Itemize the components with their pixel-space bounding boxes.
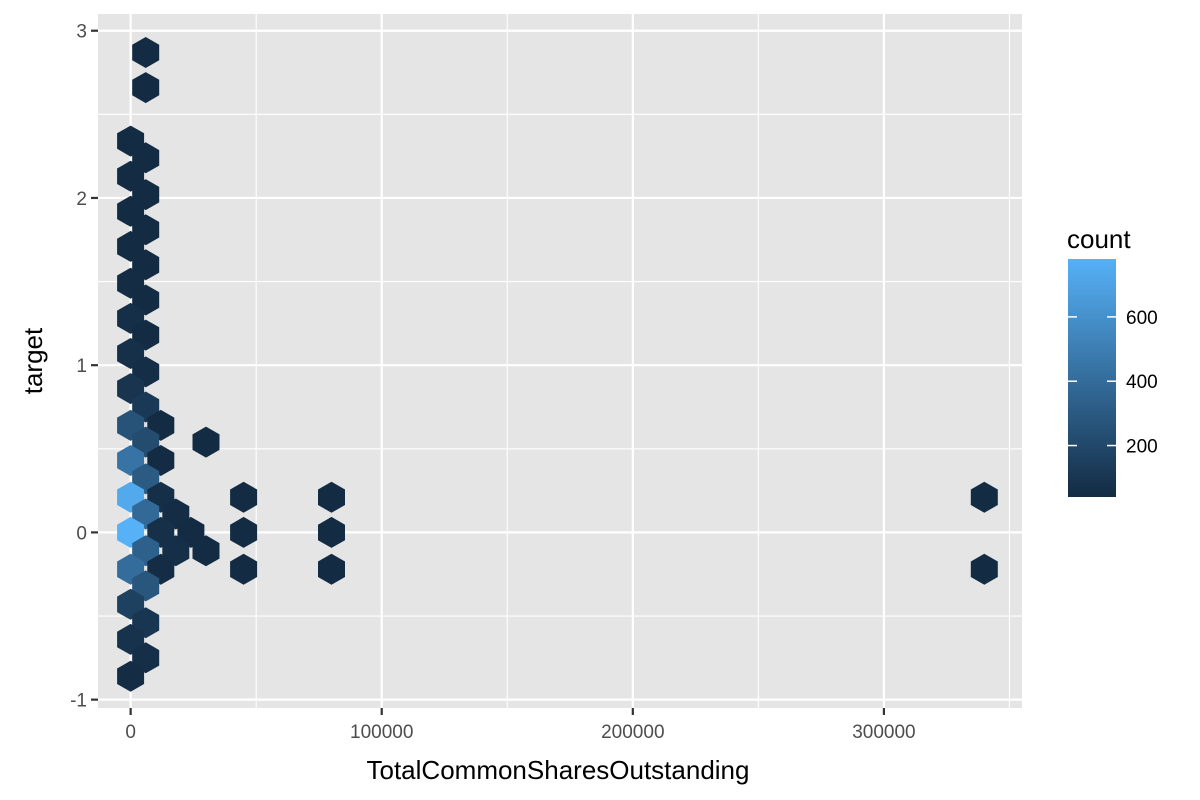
hex-bin: [132, 72, 160, 104]
legend-colorbar: [1068, 259, 1116, 497]
y-axis-title: target: [18, 327, 48, 394]
hex-bin: [970, 553, 998, 585]
y-tick-label: 0: [76, 523, 87, 544]
x-tick-label: 0: [125, 722, 136, 743]
legend-label: 600: [1126, 308, 1158, 329]
hex-bin: [192, 426, 220, 458]
grid-minor: [98, 14, 1022, 708]
y-tick-label: 1: [76, 356, 87, 377]
legend-ticks: [1068, 316, 1116, 447]
legend-label: 400: [1126, 372, 1158, 393]
y-tick-label: -1: [70, 691, 87, 712]
y-tick-labels: -1 0 1 2 3: [70, 22, 87, 712]
hex-bin: [230, 481, 258, 513]
legend-title: count: [1067, 224, 1131, 254]
legend-labels: 200 400 600: [1126, 308, 1158, 458]
hex-bin: [230, 516, 258, 548]
hex-bin: [318, 553, 345, 585]
x-tick-labels: 0 100000 200000 300000: [125, 722, 915, 743]
hex-bins: [117, 37, 998, 692]
x-axis-title: TotalCommonSharesOutstanding: [367, 755, 750, 785]
hex-bin: [318, 481, 345, 513]
x-tick-label: 100000: [350, 722, 413, 743]
hex-bin: [192, 535, 220, 567]
hex-bin: [318, 516, 345, 548]
hex-bin: [970, 481, 998, 513]
hex-bin: [117, 660, 145, 692]
hex-bin: [230, 553, 258, 585]
legend-label: 200: [1126, 437, 1158, 458]
axis-ticks: [91, 29, 886, 715]
hex-bin: [132, 37, 160, 68]
y-tick-label: 3: [76, 22, 87, 43]
y-tick-label: 2: [76, 189, 87, 210]
x-tick-label: 300000: [852, 722, 915, 743]
plot-panel: [98, 14, 1022, 708]
x-tick-label: 200000: [601, 722, 664, 743]
